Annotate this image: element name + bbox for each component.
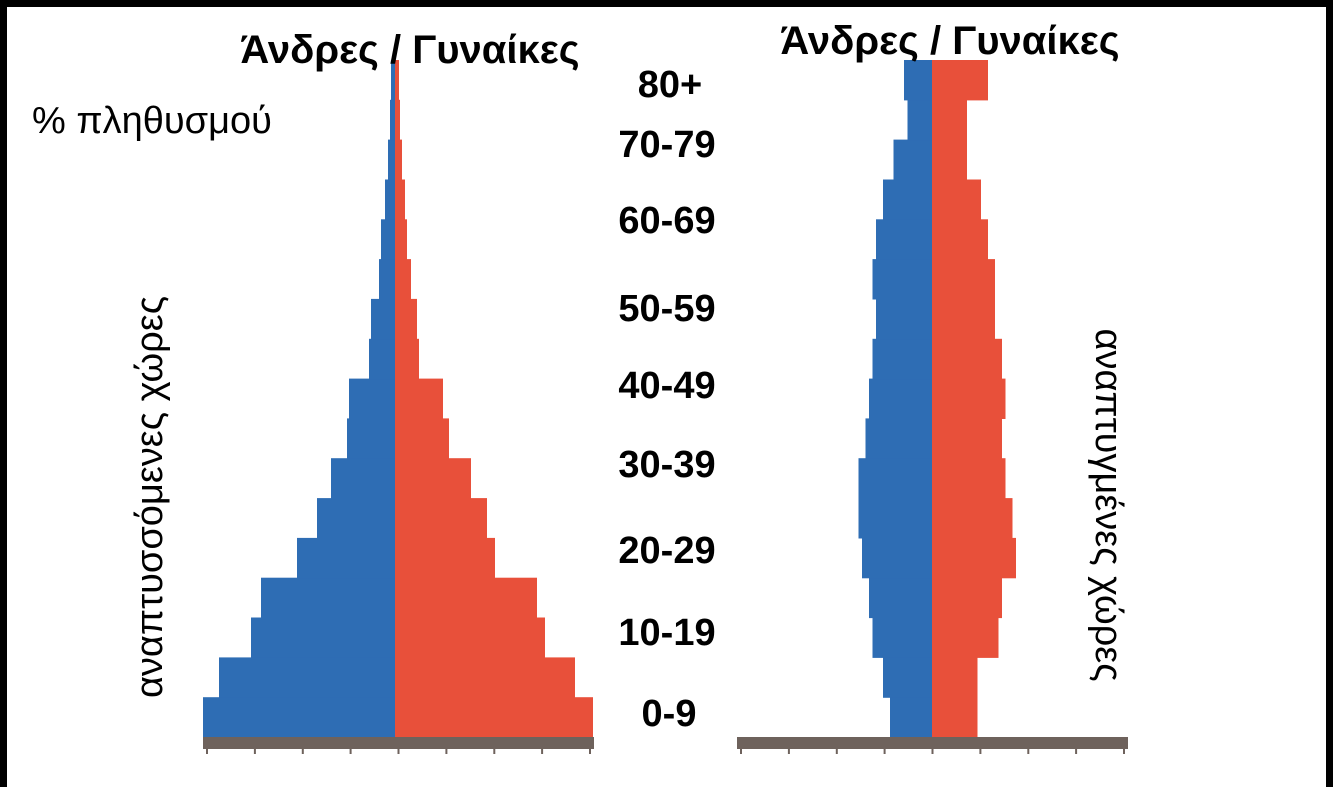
left-men-bar xyxy=(381,219,395,260)
right-men-bar xyxy=(904,60,932,101)
age-group-labels: 0-9 10-19 20-29 30-39 40-49 50-59 60-69 70-79 80… xyxy=(618,64,715,735)
left-men-bar xyxy=(379,259,395,300)
left-men-bar xyxy=(317,498,395,539)
left-women-bar xyxy=(395,697,593,738)
left-men-bar xyxy=(261,577,395,619)
left-women-bar xyxy=(395,60,399,101)
right-men-bar xyxy=(876,298,932,340)
right-women-bar xyxy=(932,99,967,141)
left-men-bar xyxy=(388,139,395,180)
left-men-bar xyxy=(347,418,395,459)
right-side-label: αναπτυγμένες χώρες xyxy=(1087,328,1129,681)
left-women-bar xyxy=(395,179,405,220)
left-women-bar xyxy=(395,99,400,141)
age-label: 70-79 xyxy=(618,124,715,166)
left-women-bar xyxy=(395,617,545,658)
right-pyramid xyxy=(858,60,1016,738)
left-title: Άνδρες / Γυναίκες xyxy=(240,28,579,72)
right-men-bar xyxy=(869,378,932,419)
age-label: 80+ xyxy=(638,64,702,106)
left-men-bar xyxy=(391,60,395,101)
right-men-bar xyxy=(872,338,932,380)
left-women-bar xyxy=(395,259,411,300)
left-women-bar xyxy=(395,498,487,539)
right-men-bar xyxy=(865,418,932,459)
right-men-bar xyxy=(869,577,932,619)
left-women-bar xyxy=(395,577,537,619)
left-women-bar xyxy=(395,139,402,180)
left-women-bar xyxy=(395,338,419,380)
right-women-bar xyxy=(932,259,995,300)
left-pyramid xyxy=(203,60,593,738)
right-men-bar xyxy=(872,617,932,658)
right-women-bar xyxy=(932,179,981,220)
left-men-bar xyxy=(203,697,395,738)
right-women-bar xyxy=(932,537,1016,579)
right-women-bar xyxy=(932,338,1002,380)
left-men-bar xyxy=(369,338,395,380)
left-women-bar xyxy=(395,219,407,260)
right-women-bar xyxy=(932,60,988,101)
right-x-axis xyxy=(737,737,1128,754)
right-women-bar xyxy=(932,418,1002,459)
left-women-bar xyxy=(395,378,443,419)
y-axis-label: % πληθυσμού xyxy=(32,100,272,142)
right-men-bar xyxy=(890,697,932,738)
right-women-bar xyxy=(932,617,999,658)
left-women-bar xyxy=(395,418,449,459)
right-women-bar xyxy=(932,458,1006,499)
right-men-bar xyxy=(872,259,932,300)
left-men-bar xyxy=(349,378,395,419)
left-men-bar xyxy=(251,617,395,658)
age-label: 40-49 xyxy=(618,365,715,407)
left-women-bar xyxy=(395,458,471,499)
left-women-bar xyxy=(395,657,575,698)
right-women-bar xyxy=(932,498,1013,539)
right-men-bar xyxy=(893,139,932,180)
left-women-bar xyxy=(395,537,495,579)
left-men-bar xyxy=(331,458,395,499)
left-axis-line xyxy=(203,737,594,749)
right-women-bar xyxy=(932,378,1006,419)
right-men-bar xyxy=(883,179,932,220)
right-title: Άνδρες / Γυναίκες xyxy=(780,19,1119,63)
age-label: 20-29 xyxy=(618,530,715,572)
left-men-bar xyxy=(371,298,395,340)
right-women-bar xyxy=(932,577,1002,619)
right-men-bar xyxy=(876,219,932,260)
right-men-bar xyxy=(858,498,932,539)
age-label: 50-59 xyxy=(618,288,715,330)
left-men-bar xyxy=(390,99,395,141)
age-label: 60-69 xyxy=(618,200,715,242)
left-x-axis xyxy=(203,737,594,754)
right-women-bar xyxy=(932,298,995,340)
right-men-bar xyxy=(858,458,932,499)
left-men-bar xyxy=(385,179,395,220)
right-men-bar xyxy=(883,657,932,698)
age-label: 30-39 xyxy=(618,444,715,486)
left-men-bar xyxy=(297,537,395,579)
left-men-bar xyxy=(219,657,395,698)
age-label: 0-9 xyxy=(642,693,697,735)
right-men-bar xyxy=(907,99,932,141)
right-axis-line xyxy=(737,737,1128,749)
right-women-bar xyxy=(932,219,988,260)
right-women-bar xyxy=(932,139,967,180)
right-women-bar xyxy=(932,657,978,698)
right-men-bar xyxy=(862,537,932,579)
right-women-bar xyxy=(932,697,978,738)
left-women-bar xyxy=(395,298,417,340)
left-side-label: αναπτυσσόμενες χώρες xyxy=(129,296,171,698)
age-label: 10-19 xyxy=(618,612,715,654)
